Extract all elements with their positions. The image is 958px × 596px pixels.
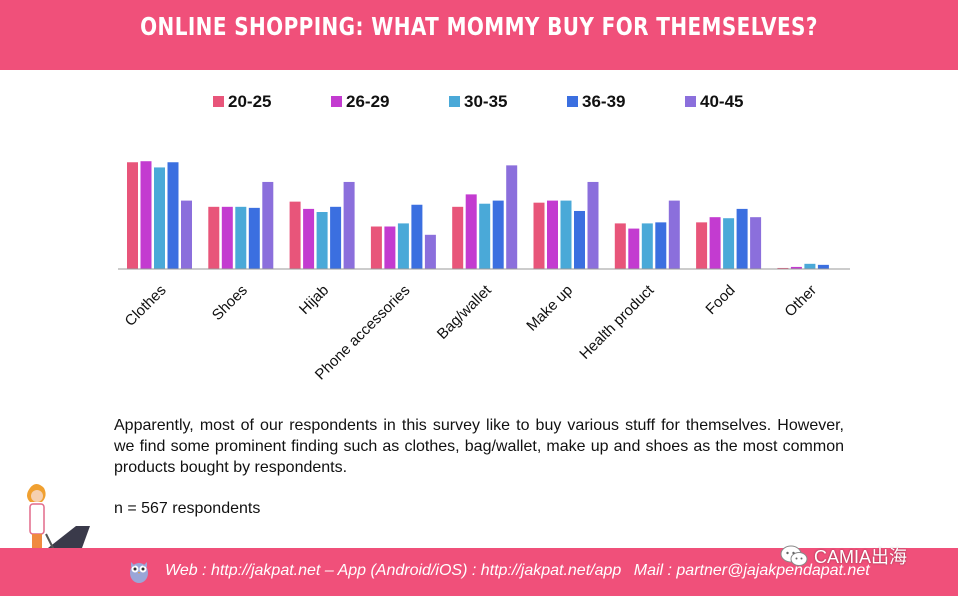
bar-hijab-26-29 <box>303 208 315 269</box>
x-tick-label: Shoes <box>209 282 251 324</box>
bar-make-up-40-45 <box>587 181 599 269</box>
bar-clothes-20-25 <box>127 162 138 269</box>
wechat-icon <box>780 545 808 566</box>
bar-shoes-30-35 <box>235 206 247 269</box>
bar-food-20-25 <box>696 222 708 269</box>
owl-logo-icon <box>130 562 148 583</box>
bar-other-36-39 <box>817 264 829 269</box>
bar-clothes-30-35 <box>154 167 165 269</box>
bar-phone-accessories-26-29 <box>384 226 396 269</box>
chart-bars <box>127 161 829 269</box>
footer-contact: Web : http://jakpat.net – App (Android/i… <box>165 562 870 580</box>
bar-phone-accessories-40-45 <box>424 234 436 269</box>
bar-hijab-40-45 <box>343 181 355 269</box>
sample-size-text: n = 567 respondents <box>114 500 261 517</box>
x-tick-label: Food <box>702 282 738 318</box>
legend-swatch-30-35 <box>449 96 460 107</box>
bar-bag-wallet-36-39 <box>492 200 504 269</box>
bar-phone-accessories-20-25 <box>370 226 382 269</box>
chart-legend: 20-25 26-29 30-35 36-39 40-45 <box>213 92 743 111</box>
footer-mail-link[interactable]: Mail : partner@jajakpendapat.net <box>633 562 870 579</box>
x-tick-label: Make up <box>523 282 576 335</box>
bar-other-26-29 <box>790 266 802 269</box>
bar-other-20-25 <box>777 267 789 269</box>
bar-bag-wallet-40-45 <box>506 165 518 269</box>
legend-label-20-25: 20-25 <box>228 92 271 111</box>
bar-shoes-20-25 <box>208 206 220 269</box>
bar-clothes-36-39 <box>167 162 179 269</box>
legend-label-30-35: 30-35 <box>464 92 507 111</box>
watermark-text: CAMIA出海 <box>814 547 908 567</box>
x-tick-label: Bag/wallet <box>434 281 496 343</box>
bar-make-up-30-35 <box>560 200 572 269</box>
bar-clothes-26-29 <box>140 161 152 269</box>
legend-label-26-29: 26-29 <box>346 92 389 111</box>
bar-shoes-26-29 <box>221 206 233 269</box>
header-banner: ONLINE SHOPPING: WHAT MOMMY BUY FOR THEM… <box>0 0 958 70</box>
legend-swatch-26-29 <box>331 96 342 107</box>
bar-other-30-35 <box>804 263 816 269</box>
description-text: Apparently, most of our respondents in t… <box>114 417 844 476</box>
bar-health-product-36-39 <box>655 222 667 269</box>
legend-swatch-36-39 <box>567 96 578 107</box>
bar-food-36-39 <box>736 208 748 269</box>
bar-shoes-40-45 <box>262 181 274 269</box>
bar-food-40-45 <box>750 217 762 269</box>
bar-phone-accessories-30-35 <box>397 223 409 269</box>
watermark: CAMIA出海 <box>780 541 907 571</box>
bar-health-product-30-35 <box>641 223 653 269</box>
bar-chart: 20-25 26-29 30-35 36-39 40-45 Clothes Shoes Hi… <box>118 92 850 383</box>
legend-label-40-45: 40-45 <box>700 92 743 111</box>
x-tick-label: Clothes <box>122 282 170 330</box>
x-tick-label: Health product <box>576 281 658 363</box>
bar-food-26-29 <box>709 217 721 269</box>
x-tick-label: Other <box>781 282 820 321</box>
bar-hijab-30-35 <box>316 212 328 269</box>
bar-hijab-36-39 <box>330 206 342 269</box>
bar-shoes-36-39 <box>248 207 260 269</box>
bar-make-up-26-29 <box>547 200 558 269</box>
bar-health-product-40-45 <box>668 200 680 269</box>
footer-app-link[interactable]: – App (Android/iOS) : http://jakpat.net/… <box>324 562 622 579</box>
bar-phone-accessories-36-39 <box>411 204 423 269</box>
bar-bag-wallet-30-35 <box>479 203 491 269</box>
legend-swatch-40-45 <box>685 96 696 107</box>
bar-make-up-36-39 <box>574 210 585 269</box>
bar-bag-wallet-26-29 <box>465 194 477 269</box>
page-title: ONLINE SHOPPING: WHAT MOMMY BUY FOR THEM… <box>140 12 818 41</box>
bar-health-product-20-25 <box>614 223 626 269</box>
bar-food-30-35 <box>723 218 735 269</box>
bar-bag-wallet-20-25 <box>452 206 464 269</box>
bar-health-product-26-29 <box>628 228 640 269</box>
bar-clothes-40-45 <box>181 200 192 269</box>
bar-hijab-20-25 <box>289 201 301 269</box>
x-tick-label: Hijab <box>296 282 332 318</box>
legend-swatch-20-25 <box>213 96 224 107</box>
footer-web-link[interactable]: Web : http://jakpat.net <box>165 562 321 579</box>
legend-label-36-39: 36-39 <box>582 92 625 111</box>
bar-make-up-20-25 <box>533 202 545 269</box>
